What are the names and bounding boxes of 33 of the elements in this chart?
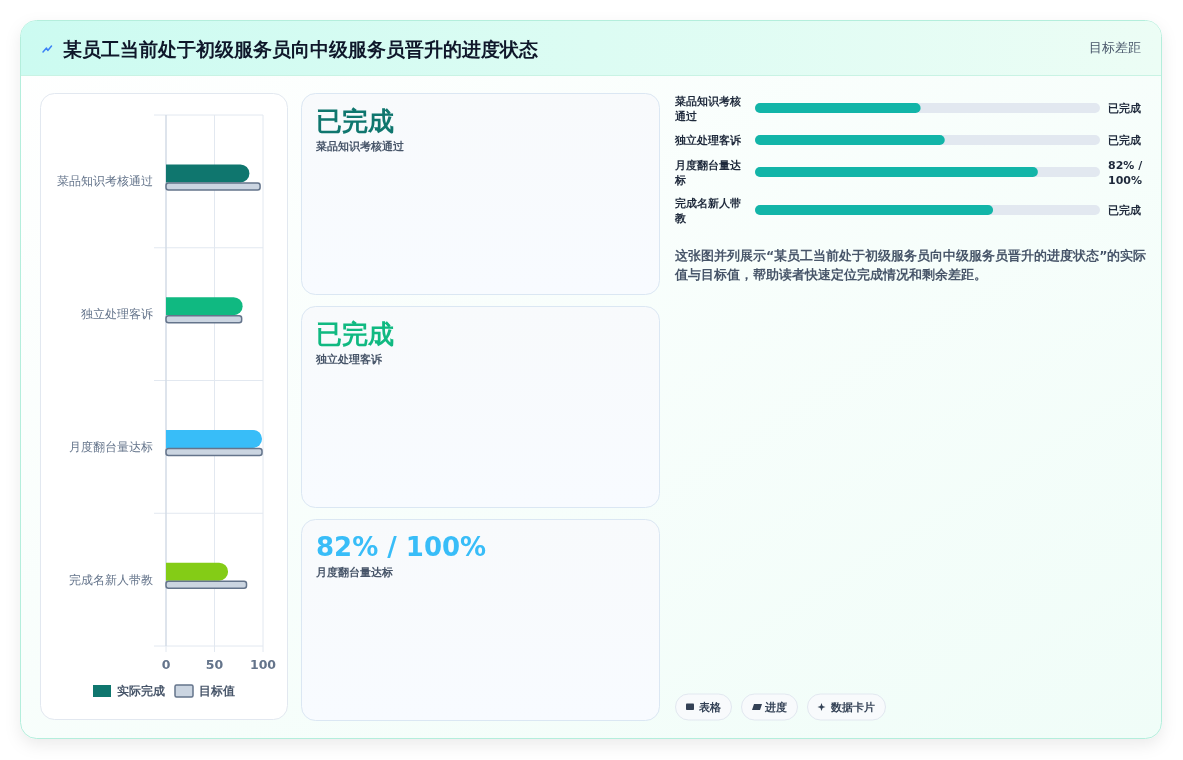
chart-title: 某员工当前处于初级服务员向中级服务员晋升的进度状态 bbox=[63, 38, 538, 60]
data-label: 已完成 bbox=[1108, 102, 1141, 115]
bar bbox=[166, 164, 250, 183]
y-tick-label: 月度翻台量达标 bbox=[69, 439, 153, 454]
y-tick-label: 月度翻台量达标 bbox=[674, 158, 742, 187]
text: 这张图并列展示“某员工当前处于初级服务员向中级服务员晋升的进度状态”的实际值与目标值，帮助读者快速定位完成情况和剩余差距。 bbox=[674, 248, 1147, 282]
y-tick-label: 菜品知识考核通过 bbox=[57, 174, 153, 189]
data-label: 已完成 bbox=[1108, 134, 1141, 147]
y-tick-label: 菜品知识考核通过 bbox=[674, 94, 741, 123]
y-tick-label: 独立处理客诉 bbox=[81, 307, 153, 322]
text: 已完成 bbox=[316, 319, 394, 349]
legend-label: 目标值 bbox=[199, 684, 235, 698]
chart-subtitle: 目标差距 bbox=[1089, 40, 1141, 55]
text: 进度 bbox=[764, 701, 787, 713]
text: 已完成 bbox=[316, 106, 394, 136]
x-tick-label: 0 bbox=[161, 657, 171, 672]
text: 月度翻台量达标 bbox=[315, 566, 393, 579]
text: 独立处理客诉 bbox=[315, 353, 383, 366]
x-tick-label: 100 bbox=[249, 657, 277, 672]
text: 表格 bbox=[698, 701, 722, 713]
y-tick-label: 完成名新人带教 bbox=[674, 196, 741, 225]
y-tick-label: 完成名新人带教 bbox=[69, 572, 153, 587]
data-label: 已完成 bbox=[1108, 204, 1141, 217]
bar bbox=[166, 297, 243, 316]
bar bbox=[166, 562, 229, 581]
x-tick-label: 50 bbox=[205, 657, 224, 672]
y-tick-label: 独立处理客诉 bbox=[674, 134, 742, 147]
bar bbox=[166, 429, 263, 448]
legend-label: 实际完成 bbox=[117, 684, 165, 698]
text: 数据卡片 bbox=[830, 701, 875, 713]
data-label: 82% / 100% bbox=[1108, 158, 1144, 187]
text: 82% / 100% bbox=[316, 532, 487, 562]
text: 菜品知识考核通过 bbox=[315, 140, 405, 153]
